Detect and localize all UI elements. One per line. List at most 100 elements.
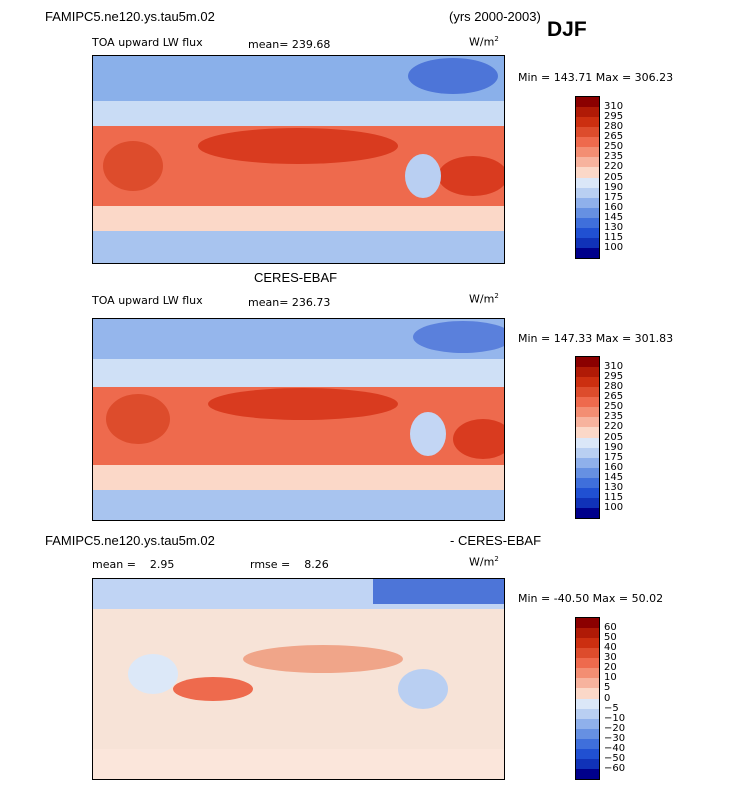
panel3-colorbar-swatch	[576, 688, 599, 699]
panel1-colorbar-tick-label: 160	[604, 201, 624, 213]
panel1-colorbar-swatch	[576, 127, 599, 138]
panel2-colorbar-tick-label: 310	[604, 361, 624, 373]
panel2-colorbar-swatch	[576, 357, 599, 368]
panel3-colorbar-tick-label: 30	[604, 652, 617, 664]
panel3-colorbar-tick-label: −40	[604, 742, 626, 754]
panel3-colorbar-tick-label: 40	[604, 642, 617, 654]
panel2-title: CERES-EBAF	[254, 270, 338, 285]
panel2-colorbar-tick-label: 175	[604, 451, 624, 463]
panel1-colorbar-tick-label: 280	[604, 121, 624, 133]
panel3-mean: mean = 2.95	[92, 558, 175, 571]
panel2-colorbar-tick-label: 130	[604, 481, 624, 493]
panel3-colorbar-swatch	[576, 658, 599, 669]
panel1-colorbar-swatch	[576, 197, 599, 208]
panel2-colorbar	[575, 356, 600, 519]
panel3-colorbar-tick-label: 10	[604, 672, 617, 684]
panel2-colorbar-tick-label: 250	[604, 401, 624, 413]
panel3-colorbar-tick-label: −60	[604, 762, 626, 774]
panel1-colorbar-swatch	[576, 177, 599, 188]
panel1-colorbar-swatch	[576, 187, 599, 198]
panel1-units: W/m2	[469, 35, 499, 49]
panel1-colorbar	[575, 96, 600, 259]
panel3-colorbar-swatch	[576, 718, 599, 729]
panel1-colorbar-tick-label: 250	[604, 141, 624, 153]
panel2-colorbar-swatch	[576, 467, 599, 478]
panel3-colorbar-swatch	[576, 728, 599, 739]
panel1-colorbar-swatch	[576, 147, 599, 158]
panel2-colorbar-swatch	[576, 427, 599, 438]
panel3-colorbar	[575, 617, 600, 780]
panel1-colorbar-swatch	[576, 167, 599, 178]
panel1-colorbar-swatch	[576, 227, 599, 238]
panel3-colorbar-swatch	[576, 668, 599, 679]
panel2-map-field	[93, 319, 513, 520]
panel3-rmse: rmse = 8.26	[250, 558, 329, 571]
panel2-colorbar-tick-label: 145	[604, 471, 624, 483]
panel1-colorbar-swatch	[576, 247, 599, 258]
panel3-colorbar-swatch	[576, 628, 599, 639]
panel2-colorbar-swatch	[576, 497, 599, 508]
panel1-colorbar-tick-label: 175	[604, 191, 624, 203]
panel3-title-right: - CERES-EBAF	[450, 533, 542, 548]
panel3-colorbar-swatch	[576, 648, 599, 659]
panel3-colorbar-tick-label: −10	[604, 712, 626, 724]
panel2-colorbar-tick-label: 115	[604, 491, 624, 503]
panel1-colorbar-swatch	[576, 237, 599, 248]
panel1-variable: TOA upward LW flux	[92, 36, 203, 49]
panel3-colorbar-tick-label: −5	[604, 702, 619, 714]
panel1-colorbar-tick-label: 115	[604, 231, 624, 243]
panel3-units: W/m2	[469, 555, 499, 569]
panel3-colorbar-tick-label: 5	[604, 682, 611, 694]
panel3-colorbar-tick-label: 0	[604, 692, 611, 704]
years-label: (yrs 2000-2003)	[449, 9, 541, 24]
panel2-colorbar-swatch	[576, 457, 599, 468]
panel1-colorbar-swatch	[576, 207, 599, 218]
panel1-colorbar-swatch	[576, 217, 599, 228]
panel1-colorbar-swatch	[576, 117, 599, 128]
panel3-colorbar-swatch	[576, 758, 599, 769]
panel1-colorbar-tick-label: 205	[604, 171, 624, 183]
panel1-colorbar-tick-label: 295	[604, 111, 624, 123]
panel1-colorbar-tick-label: 220	[604, 161, 624, 173]
panel2-colorbar-swatch	[576, 507, 599, 518]
panel1-map	[92, 55, 508, 264]
panel2-minmax: Min = 147.33 Max = 301.83	[518, 332, 674, 345]
panel1-colorbar-swatch	[576, 137, 599, 148]
panel2-colorbar-swatch	[576, 367, 599, 378]
panel2-colorbar-swatch	[576, 477, 599, 488]
model-title: FAMIPC5.ne120.ys.tau5m.02	[45, 9, 215, 24]
panel3-colorbar-tick-label: 60	[604, 622, 617, 634]
panel3-title: FAMIPC5.ne120.ys.tau5m.02	[45, 533, 215, 548]
panel2-colorbar-swatch	[576, 447, 599, 458]
panel2-colorbar-tick-label: 220	[604, 421, 624, 433]
panel1-colorbar-tick-label: 235	[604, 151, 624, 163]
antarctic-band	[93, 231, 504, 263]
panel1-colorbar-swatch	[576, 157, 599, 168]
panel2-colorbar-tick-label: 160	[604, 461, 624, 473]
panel2-colorbar-tick-label: 205	[604, 431, 624, 443]
panel1-colorbar-swatch	[576, 107, 599, 118]
panel1-minmax: Min = 143.71 Max = 306.23	[518, 71, 674, 84]
panel3-colorbar-tick-label: 50	[604, 632, 617, 644]
panel1-colorbar-swatch	[576, 97, 599, 108]
panel2-variable: TOA upward LW flux	[92, 294, 203, 307]
panel2-units: W/m2	[469, 292, 499, 306]
panel1-colorbar-tick-label: 310	[604, 101, 624, 113]
panel1-colorbar-tick-label: 145	[604, 211, 624, 223]
panel3-colorbar-tick-label: −20	[604, 722, 626, 734]
season-label: DJF	[547, 18, 587, 41]
panel2-colorbar-swatch	[576, 487, 599, 498]
panel2-colorbar-tick-label: 235	[604, 411, 624, 423]
panel2-colorbar-tick-label: 280	[604, 381, 624, 393]
panel3-map-field	[93, 579, 504, 779]
panel2-map	[92, 318, 513, 521]
panel3-colorbar-swatch	[576, 768, 599, 779]
panel2-colorbar-tick-label: 100	[604, 501, 624, 513]
panel2-colorbar-tick-label: 265	[604, 391, 624, 403]
panel3-colorbar-tick-label: −30	[604, 732, 626, 744]
panel2-colorbar-swatch	[576, 397, 599, 408]
panel1-colorbar-tick-label: 265	[604, 131, 624, 143]
panel3-colorbar-swatch	[576, 678, 599, 689]
panel3-colorbar-swatch	[576, 618, 599, 629]
panel3-colorbar-tick-label: 20	[604, 662, 617, 674]
